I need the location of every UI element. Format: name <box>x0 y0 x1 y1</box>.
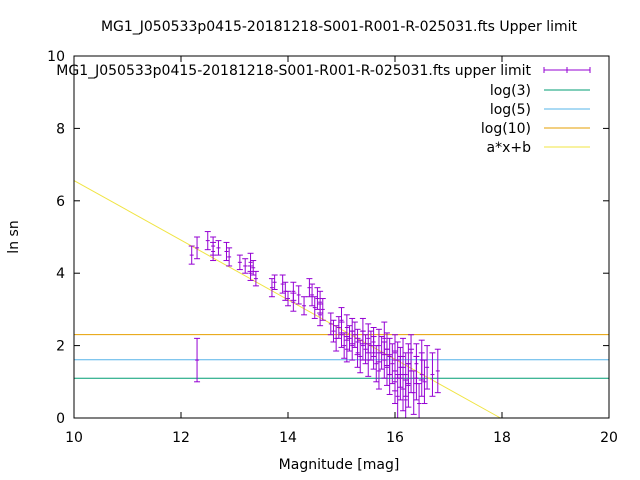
data-point <box>215 240 222 256</box>
legend-label: a*x+b <box>487 140 532 156</box>
legend-label: log(10) <box>481 121 531 137</box>
data-point <box>338 321 345 348</box>
data-point <box>223 241 230 262</box>
data-point <box>317 303 324 327</box>
data-point <box>194 236 201 260</box>
data-point <box>335 316 342 339</box>
data-point <box>375 352 382 390</box>
data-point <box>343 336 350 363</box>
data-point <box>188 245 195 265</box>
y-tick-label: 2 <box>56 339 65 355</box>
data-point <box>268 278 275 298</box>
data-point <box>434 348 441 394</box>
data-point <box>319 298 326 321</box>
y-tick-label: 4 <box>56 266 65 282</box>
data-point <box>290 292 297 312</box>
data-point <box>226 247 233 267</box>
data-point <box>424 345 431 390</box>
data-point <box>354 328 361 356</box>
data-point <box>405 363 412 408</box>
data-point <box>410 370 417 415</box>
x-tick-label: 14 <box>279 430 297 446</box>
data-point <box>367 330 374 361</box>
data-point <box>349 330 356 361</box>
legend-label: MG1_J050533p0415-20181218-S001-R001-R-02… <box>56 63 531 79</box>
data-point <box>295 285 302 305</box>
legend-label: log(5) <box>490 102 531 118</box>
fit-line <box>73 180 501 419</box>
data-point <box>351 321 358 348</box>
data-point <box>252 270 259 287</box>
chart-title: MG1_J050533p0415-20181218-S001-R001-R-02… <box>101 19 578 35</box>
x-tick-label: 12 <box>172 430 190 446</box>
data-point <box>370 327 377 357</box>
axis-ticks: 10 12 14 16 18 20 0 2 4 6 8 10 <box>47 49 618 446</box>
data-point <box>359 330 366 361</box>
data-points <box>188 231 441 419</box>
data-point <box>279 274 286 294</box>
data-point <box>362 334 369 365</box>
data-point <box>429 352 436 397</box>
data-point <box>306 278 313 298</box>
data-point <box>210 241 217 262</box>
data-point <box>309 283 316 307</box>
data-point <box>194 337 201 383</box>
y-axis-label: ln sn <box>6 220 22 253</box>
data-point <box>413 343 420 385</box>
data-point <box>236 254 243 271</box>
data-point <box>327 312 334 336</box>
x-tick-label: 18 <box>493 430 511 446</box>
x-axis-label: Magnitude [mag] <box>279 457 400 473</box>
data-point <box>301 296 308 316</box>
reference-lines <box>73 180 609 419</box>
data-point <box>408 334 415 372</box>
data-point <box>373 345 380 383</box>
legend-label: log(3) <box>490 83 531 99</box>
data-point <box>416 383 423 419</box>
data-point <box>271 274 278 290</box>
x-tick-label: 16 <box>386 430 404 446</box>
data-point <box>330 319 337 343</box>
data-point <box>346 325 353 352</box>
y-tick-label: 0 <box>56 411 65 427</box>
plot-frame <box>73 55 610 419</box>
data-point <box>250 260 257 276</box>
legend: MG1_J050533p0415-20181218-S001-R001-R-02… <box>56 63 591 156</box>
x-tick-label: 10 <box>65 430 83 446</box>
data-point <box>357 339 364 374</box>
y-tick-label: 10 <box>47 49 65 65</box>
data-point <box>285 290 291 307</box>
data-point <box>341 332 348 359</box>
data-point <box>386 337 393 376</box>
data-point <box>421 359 428 405</box>
data-point <box>389 343 396 385</box>
data-point <box>242 258 249 274</box>
data-point <box>381 321 388 356</box>
x-tick-label: 20 <box>600 430 618 446</box>
data-point <box>204 231 211 251</box>
data-point <box>247 265 254 281</box>
y-tick-label: 8 <box>56 121 65 137</box>
data-point <box>394 374 401 419</box>
data-point <box>392 350 398 392</box>
data-point <box>311 296 318 319</box>
y-tick-label: 6 <box>56 194 65 210</box>
